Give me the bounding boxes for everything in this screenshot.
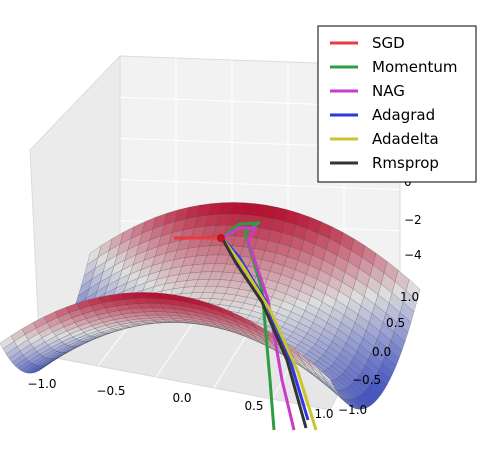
legend-item-rmsprop: Rmsprop	[330, 154, 439, 172]
z-tick-label: −2	[404, 213, 422, 227]
legend-item-nag: NAG	[330, 82, 405, 100]
path-rmsprop	[220, 237, 308, 429]
y-axis-ticks: 1.0 0.5 0.0 −0.5 −1.0	[338, 290, 419, 417]
legend-item-adagrad: Adagrad	[330, 106, 435, 124]
pane-grid-line	[119, 179, 401, 191]
surface-cell	[0, 335, 15, 350]
z-axis-ticks: 0 −2 −4	[404, 175, 422, 262]
x-tick-label: −1.0	[27, 377, 56, 391]
x-axis-ticks: −1.0 −0.5 0.0 0.5 1.0	[27, 377, 333, 421]
legend-label: Rmsprop	[372, 154, 439, 172]
legend: SGD Momentum NAG Adagrad Adadelta Rmspro…	[317, 25, 477, 183]
x-tick-label: −0.5	[96, 384, 125, 398]
y-tick-label: 1.0	[400, 290, 419, 304]
x-tick-label: 0.0	[172, 391, 191, 405]
z-tick-label: −4	[404, 248, 422, 262]
optimizer-paths	[174, 221, 318, 431]
y-tick-label: −1.0	[338, 403, 367, 417]
legend-item-momentum: Momentum	[330, 58, 457, 76]
legend-label: NAG	[372, 82, 405, 100]
legend-box	[317, 25, 477, 183]
legend-item-sgd: SGD	[330, 34, 405, 52]
y-tick-label: −0.5	[352, 373, 381, 387]
path-adadelta	[220, 237, 318, 431]
legend-label: Adadelta	[372, 130, 439, 148]
legend-label: SGD	[372, 34, 405, 52]
legend-label: Adagrad	[372, 106, 435, 124]
start-point	[217, 234, 225, 242]
x-tick-label: 0.5	[244, 399, 263, 413]
y-tick-label: 0.5	[386, 316, 405, 330]
path-momentum	[221, 221, 276, 431]
x-tick-label: 1.0	[314, 407, 333, 421]
path-nag	[221, 226, 296, 431]
legend-item-adadelta: Adadelta	[330, 130, 439, 148]
legend-label: Momentum	[372, 58, 457, 76]
y-tick-label: 0.0	[372, 345, 391, 359]
